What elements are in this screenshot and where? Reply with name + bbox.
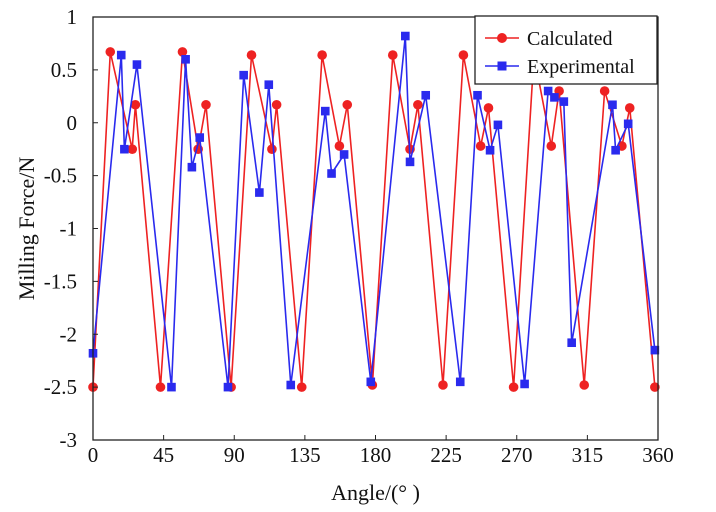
data-point-experimental [223,382,233,392]
series-line-experimental [92,35,656,388]
y-tick-label: 0 [67,111,78,135]
data-point-calculated [599,86,610,96]
data-point-calculated [624,103,635,113]
data-point-experimental [608,100,617,110]
data-point-experimental [401,31,410,41]
data-point-calculated [334,141,345,151]
data-point-experimental [181,55,190,64]
x-tick-label: 360 [642,443,674,467]
data-point-calculated [387,50,398,60]
series-line-calculated [92,51,656,388]
x-tick-label: 135 [289,443,321,467]
data-point-experimental [473,90,482,100]
data-point-calculated [201,99,211,110]
data-point-calculated [317,50,327,60]
data-point-experimental [339,150,349,159]
y-tick-label: -1 [60,217,78,241]
data-point-experimental [520,379,529,389]
data-point-experimental [421,90,431,100]
data-point-experimental [567,338,576,348]
legend-label-experimental: Experimental [527,56,635,78]
data-point-experimental [132,60,142,69]
data-point-calculated [271,99,282,110]
data-point-calculated [546,141,557,151]
data-point-calculated [438,380,448,390]
data-point-experimental [405,157,415,167]
data-point-experimental [366,377,376,387]
data-point-calculated [155,382,166,392]
data-point-experimental [493,120,503,130]
legend: Calculated Experimental [474,15,658,85]
data-point-calculated [475,141,486,151]
data-point-calculated [508,382,519,392]
data-point-experimental [611,145,620,155]
data-point-experimental [485,145,495,155]
y-tick-label: 0.5 [51,58,77,82]
data-point-experimental [264,80,274,89]
data-point-experimental [116,50,126,60]
series-experimental [88,31,660,392]
x-tick-label: 180 [360,443,392,467]
data-point-calculated [342,99,353,110]
y-tick-label: -2.5 [44,375,77,399]
y-axis-title: Milling Force/N [14,157,39,301]
ticks-layer: 0 45 90 135 180 225 270 315 360 1 0.5 0 -0.5 -1 -1.5 -2… [44,5,674,467]
data-point-calculated [458,50,469,60]
data-point-calculated [127,144,138,154]
data-point-calculated [483,103,494,113]
data-point-calculated [246,50,257,60]
x-tick-label: 45 [153,443,174,467]
x-tick-label: 90 [224,443,245,467]
y-tick-label: -3 [60,428,78,452]
x-tick-label: 225 [430,443,462,467]
data-point-experimental [187,162,197,172]
data-point-experimental [327,169,336,178]
data-point-calculated [130,99,141,110]
data-point-experimental [550,93,559,102]
y-tick-label: 1 [67,5,78,29]
data-point-experimental [650,345,660,355]
legend-label-calculated: Calculated [527,28,613,50]
data-point-experimental [286,380,296,390]
x-axis-title: Angle/(° ) [331,480,420,505]
data-point-calculated [267,144,277,154]
data-point-experimental [239,70,248,80]
data-point-calculated [650,382,660,392]
data-point-calculated [296,382,307,392]
data-point-experimental [195,133,205,142]
legend-marker-experimental [497,61,507,71]
data-point-experimental [543,86,553,96]
data-point-experimental [455,377,465,387]
y-tick-label: -1.5 [44,269,77,293]
legend-marker-calculated [497,33,507,43]
data-point-experimental [320,106,330,116]
x-tick-label: 270 [501,443,533,467]
data-point-calculated [413,99,423,110]
data-point-calculated [105,47,116,57]
data-point-experimental [167,382,176,392]
data-point-calculated [177,47,188,57]
data-point-experimental [623,119,633,129]
data-point-calculated [579,380,590,390]
x-tick-label: 315 [572,443,604,467]
legend-box [474,15,658,85]
x-tick-label: 0 [88,443,99,467]
marks-layer [88,31,660,392]
y-tick-label: -2 [60,322,78,346]
y-tick-label: -0.5 [44,164,77,188]
data-point-experimental [255,188,264,197]
data-point-experimental [559,97,569,106]
data-point-experimental [120,144,129,154]
